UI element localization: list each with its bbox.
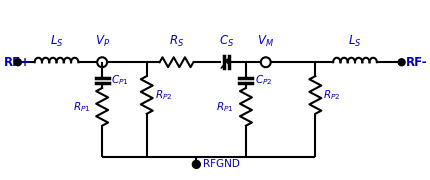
Text: $R_{P1}$: $R_{P1}$ bbox=[216, 100, 233, 114]
Text: $R_{P2}$: $R_{P2}$ bbox=[322, 88, 340, 102]
Text: RFGND: RFGND bbox=[203, 159, 240, 169]
Text: $R_{P2}$: $R_{P2}$ bbox=[154, 88, 172, 102]
Text: $V_M$: $V_M$ bbox=[257, 34, 273, 49]
Circle shape bbox=[397, 59, 404, 66]
Text: $L_S$: $L_S$ bbox=[347, 34, 361, 49]
Text: $R_S$: $R_S$ bbox=[169, 34, 184, 49]
Text: RF-: RF- bbox=[405, 56, 426, 69]
Circle shape bbox=[14, 59, 21, 66]
Text: $L_S$: $L_S$ bbox=[49, 34, 63, 49]
Text: RF+: RF+ bbox=[4, 56, 31, 69]
Text: $R_{P1}$: $R_{P1}$ bbox=[73, 100, 90, 114]
Text: $C_{P2}$: $C_{P2}$ bbox=[254, 73, 272, 87]
Text: $C_{P1}$: $C_{P1}$ bbox=[111, 73, 129, 87]
Text: $V_P$: $V_P$ bbox=[95, 34, 109, 49]
Circle shape bbox=[192, 160, 200, 168]
Text: $C_S$: $C_S$ bbox=[218, 34, 233, 49]
